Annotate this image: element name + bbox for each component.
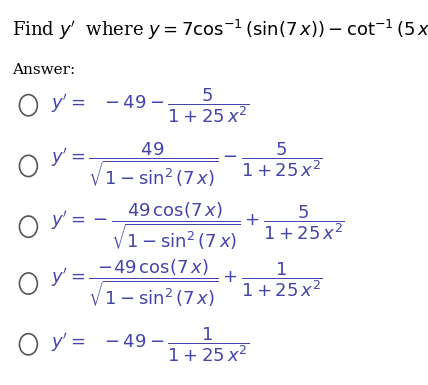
Text: $y' = \dfrac{-49\,\cos(7\,x)}{\sqrt{1-\sin^2(7\,x)}} + \dfrac{1}{1+25\,x^2}$: $y' = \dfrac{-49\,\cos(7\,x)}{\sqrt{1-\s… (51, 258, 322, 310)
Text: Find $y'$  where $y = 7\cos^{-1}(\sin(7\,x)) - \cot^{-1}(5\,x)$: Find $y'$ where $y = 7\cos^{-1}(\sin(7\,… (12, 18, 428, 42)
Text: $y' = \dfrac{49}{\sqrt{1-\sin^2(7\,x)}} - \dfrac{5}{1+25\,x^2}$: $y' = \dfrac{49}{\sqrt{1-\sin^2(7\,x)}} … (51, 141, 322, 191)
Text: Answer:: Answer: (12, 64, 76, 77)
Text: $y' =\ \ -49 - \dfrac{5}{1+25\,x^2}$: $y' =\ \ -49 - \dfrac{5}{1+25\,x^2}$ (51, 86, 249, 125)
Text: $y' =\ \ -49 - \dfrac{1}{1+25\,x^2}$: $y' =\ \ -49 - \dfrac{1}{1+25\,x^2}$ (51, 325, 249, 364)
Text: $y' = -\dfrac{49\,\cos(7\,x)}{\sqrt{1-\sin^2(7\,x)}} + \dfrac{5}{1+25\,x^2}$: $y' = -\dfrac{49\,\cos(7\,x)}{\sqrt{1-\s… (51, 201, 345, 253)
